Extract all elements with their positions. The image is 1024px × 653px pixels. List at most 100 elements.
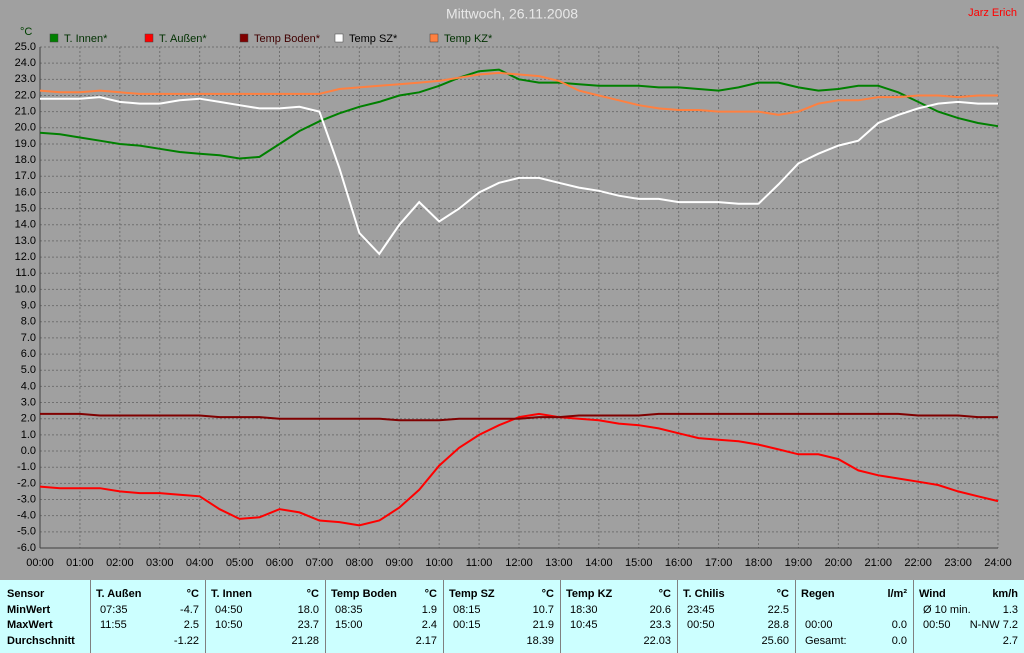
column-header: Temp KZ: [566, 588, 613, 600]
time-cell: 08:15: [453, 604, 481, 616]
x-tick-label: 09:00: [385, 557, 413, 569]
y-tick-label: -1.0: [17, 461, 36, 473]
y-tick-label: 23.0: [15, 73, 36, 85]
column-unit: °C: [776, 588, 789, 600]
y-axis-label: °C: [20, 26, 32, 38]
series-line: [40, 96, 998, 256]
time-cell: 18:30: [570, 604, 598, 616]
row-label: MaxWert: [7, 619, 53, 631]
legend-label: Temp SZ*: [349, 33, 398, 45]
column-unit: °C: [186, 588, 199, 600]
y-tick-label: 14.0: [15, 219, 36, 231]
y-tick-label: 6.0: [21, 348, 36, 360]
value-cell: 0.0: [891, 635, 907, 647]
legend-label: Temp Boden*: [254, 33, 321, 45]
y-tick-label: 5.0: [21, 364, 36, 376]
y-tick-label: 13.0: [15, 235, 36, 247]
value-cell: 21.9: [532, 619, 554, 631]
value-cell: 22.5: [767, 604, 789, 616]
time-cell: Ø 10 min.: [923, 604, 971, 616]
value-cell: 10.7: [532, 604, 554, 616]
x-tick-label: 13:00: [545, 557, 573, 569]
column-unit: °C: [306, 588, 319, 600]
separator: [90, 580, 91, 653]
y-tick-label: -3.0: [17, 493, 36, 505]
value-cell: 2.4: [421, 619, 437, 631]
separator: [913, 580, 914, 653]
legend-swatch: [49, 33, 59, 43]
author: Jarz Erich: [968, 7, 1017, 19]
y-tick-label: 1.0: [21, 429, 36, 441]
time-cell: 07:35: [100, 604, 128, 616]
x-tick-label: 01:00: [66, 557, 94, 569]
chart: Mittwoch, 26.11.2008 Jarz Erich °C 25.0 2…: [15, 6, 1017, 569]
separator: [795, 580, 796, 653]
y-tick-label: 20.0: [15, 122, 36, 134]
legend-swatch: [144, 33, 154, 43]
x-tick-label: 18:00: [745, 557, 773, 569]
series-line: [39, 412, 999, 527]
x-tick-label: 14:00: [585, 557, 613, 569]
y-tick-label: 10.0: [15, 283, 36, 295]
separator: [560, 580, 561, 653]
y-tick-label: 24.0: [15, 57, 36, 69]
y-tick-label: 19.0: [15, 138, 36, 150]
legend-label: T. Innen*: [64, 33, 108, 45]
column-header: Temp SZ: [449, 588, 495, 600]
value-cell: 1.9: [421, 604, 437, 616]
x-tick-label: 15:00: [625, 557, 653, 569]
x-tick-label: 17:00: [705, 557, 733, 569]
chart-title: Mittwoch, 26.11.2008: [446, 6, 578, 22]
column-header: Wind: [919, 588, 946, 600]
value-cell: 28.8: [767, 619, 789, 631]
value-cell: 23.3: [649, 619, 671, 631]
x-tick-label: 06:00: [266, 557, 294, 569]
column-unit: l/m²: [887, 588, 907, 600]
x-tick-label: 21:00: [864, 557, 892, 569]
y-tick-label: 21.0: [15, 106, 36, 118]
column-header: T. Innen: [211, 588, 252, 600]
x-tick-label: 12:00: [505, 557, 533, 569]
x-tick-label: 23:00: [944, 557, 972, 569]
legend-label: T. Außen*: [159, 33, 207, 45]
legend-swatch: [429, 33, 439, 43]
value-cell: 20.6: [649, 604, 671, 616]
time-cell: 00:00: [805, 619, 833, 631]
value-cell: 1.3: [1002, 604, 1018, 616]
x-tick-label: 11:00: [466, 557, 493, 569]
separator: [677, 580, 678, 653]
y-tick-label: 0.0: [21, 445, 36, 457]
column-unit: °C: [658, 588, 671, 600]
column-header: Regen: [801, 588, 835, 600]
value-cell: -4.7: [180, 604, 199, 616]
series-line: [39, 68, 999, 160]
y-tick-label: 25.0: [15, 41, 36, 53]
value-cell: 2.17: [415, 635, 437, 647]
y-tick-label: -6.0: [17, 542, 36, 554]
y-tick-label: 8.0: [21, 316, 36, 328]
time-cell: 04:50: [215, 604, 243, 616]
y-tick-label: 18.0: [15, 154, 36, 166]
y-tick-label: 3.0: [21, 396, 36, 408]
separator: [325, 580, 326, 653]
stats-table: Sensor MinWert MaxWert Durchschnitt T. Außen…: [0, 580, 1024, 653]
column-header: Sensor: [7, 588, 45, 600]
y-tick-label: -5.0: [17, 526, 36, 538]
value-cell: 25.60: [761, 635, 789, 647]
y-tick-label: 16.0: [15, 186, 36, 198]
time-cell: 10:45: [570, 619, 598, 631]
x-tick-label: 16:00: [665, 557, 693, 569]
separator: [205, 580, 206, 653]
column-header: T. Außen: [96, 588, 142, 600]
column-unit: °C: [541, 588, 554, 600]
column-unit: °C: [424, 588, 437, 600]
x-tick-label: 19:00: [785, 557, 813, 569]
value-cell: 0.0: [891, 619, 907, 631]
legend-label: Temp KZ*: [444, 33, 493, 45]
value-cell: 18.0: [297, 604, 319, 616]
x-tick-label: 24:00: [984, 557, 1012, 569]
x-tick-label: 03:00: [146, 557, 174, 569]
x-tick-label: 05:00: [226, 557, 254, 569]
y-tick-label: -2.0: [17, 477, 36, 489]
